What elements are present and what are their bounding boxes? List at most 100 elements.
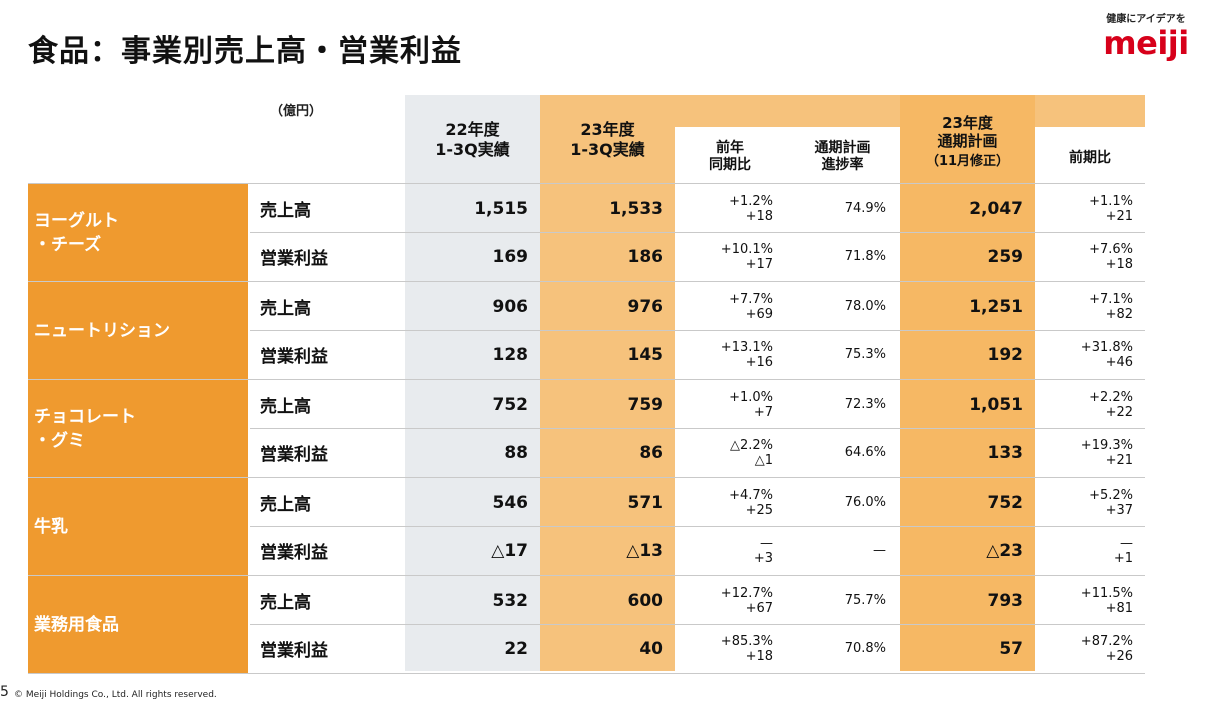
fy23-actual-value: 145 xyxy=(627,344,664,365)
header-plan-line2: 通期計画 xyxy=(937,132,998,151)
vs-prev-change: +2.2% +22 xyxy=(1035,380,1145,429)
page-number: 5 xyxy=(0,684,9,700)
table-row: 売上高 752 759 +1.0% +7 72.3% 1,051 +2.2% +22 xyxy=(250,380,1145,429)
yoy-amount: +25 xyxy=(745,502,773,518)
header-vs-prev: 前期比 xyxy=(1035,132,1145,182)
fy23-actual-value: 600 xyxy=(627,590,664,611)
fy23-plan-value: 57 xyxy=(999,638,1023,659)
table-row: 営業利益 △17 △13— +3— △23— +1 xyxy=(250,526,1145,575)
metric-label: 売上高 xyxy=(260,397,311,417)
header-yoy: 前年 同期比 xyxy=(675,132,785,182)
header-plan-line1: 23年度 xyxy=(942,113,993,132)
fy23-plan-value: 1,251 xyxy=(969,296,1023,317)
unit-label: （億円） xyxy=(270,104,323,119)
header-vs-prev-label: 前期比 xyxy=(1069,150,1111,166)
vs-prev-amount: +46 xyxy=(1105,354,1133,370)
vs-prev-amount: +81 xyxy=(1105,600,1133,616)
yoy-change: +13.1% +16 xyxy=(675,330,785,379)
fy23-actual-value: 1,533 xyxy=(609,198,663,219)
yoy-amount: △1 xyxy=(754,452,773,468)
header-plan-line3: （11月修正） xyxy=(925,154,1010,170)
fy23-plan-value: 1,051 xyxy=(969,394,1023,415)
table-row: 営業利益 88 86 △2.2% △1 64.6% 133 +19.3% +21 xyxy=(250,428,1145,477)
fy22-actual-value: 169 xyxy=(492,246,529,267)
yoy-amount: +16 xyxy=(745,354,773,370)
segment-label: チョコレート ・グミ xyxy=(28,380,248,477)
vs-prev-header-band xyxy=(1035,95,1145,127)
progress-rate: — xyxy=(873,543,886,558)
header-yoy-line1: 前年 xyxy=(716,139,744,156)
table-row: 売上高 1,515 1,533 +1.2% +18 74.9% 2,047 +1.1% +21 xyxy=(250,184,1145,233)
progress-rate: 78.0% xyxy=(844,299,886,314)
vs-prev-change: +31.8% +46 xyxy=(1035,330,1145,379)
vs-prev-amount: +21 xyxy=(1105,208,1133,224)
segment-name: ヨーグルト ・チーズ xyxy=(34,210,119,255)
table-row: 売上高 532 600 +12.7% +67 75.7% 793 +11.5% +81 xyxy=(250,576,1145,625)
header-fy23-actual: 23年度 1-3Q実績 xyxy=(540,110,675,170)
progress-rate: 72.3% xyxy=(844,397,886,412)
metric-label: 営業利益 xyxy=(260,543,328,563)
progress-rate: 71.8% xyxy=(844,249,886,264)
row-divider xyxy=(250,624,1145,625)
progress-rate: 76.0% xyxy=(844,495,886,510)
yoy-change: +1.2% +18 xyxy=(675,184,785,233)
segment-divider xyxy=(28,281,1145,282)
fy22-actual-value: 906 xyxy=(492,296,529,317)
fy23-actual-value: 86 xyxy=(639,442,663,463)
vs-prev-amount: +82 xyxy=(1105,306,1133,322)
header-fy23-plan: 23年度 通期計画 （11月修正） xyxy=(900,106,1035,178)
fy23-plan-value: 192 xyxy=(987,344,1024,365)
fy23-actual-value: 976 xyxy=(627,296,664,317)
copyright-footer: © Meiji Holdings Co., Ltd. All rights re… xyxy=(14,690,217,700)
row-divider xyxy=(250,330,1145,331)
vs-prev-percent: +7.6% xyxy=(1089,241,1133,257)
fy23-actual-value: 571 xyxy=(627,492,664,513)
metric-label: 売上高 xyxy=(260,593,311,613)
fy22-actual-value: △17 xyxy=(491,540,528,561)
brand-tagline: 健康にアイデアを xyxy=(1106,14,1186,25)
header-fy23-line2: 1-3Q実績 xyxy=(570,140,645,159)
row-divider xyxy=(250,526,1145,527)
vs-prev-percent: — xyxy=(1120,535,1133,551)
metric-label: 売上高 xyxy=(260,201,311,221)
segment-label: 牛乳 xyxy=(28,478,248,575)
table-row: 売上高 546 571 +4.7% +25 76.0% 752 +5.2% +37 xyxy=(250,478,1145,527)
yoy-percent: +1.2% xyxy=(729,193,773,209)
yoy-change: +1.0% +7 xyxy=(675,380,785,429)
vs-prev-amount: +1 xyxy=(1113,550,1133,566)
progress-rate: 75.3% xyxy=(844,347,886,362)
page-title: 食品：事業別売上高・営業利益 xyxy=(28,34,462,69)
segment-name: 牛乳 xyxy=(34,516,68,537)
yoy-amount: +69 xyxy=(745,306,773,322)
yoy-percent: +85.3% xyxy=(720,633,773,649)
vs-prev-amount: +22 xyxy=(1105,404,1133,420)
vs-prev-percent: +31.8% xyxy=(1080,339,1133,355)
metric-label: 売上高 xyxy=(260,495,311,515)
yoy-percent: +13.1% xyxy=(720,339,773,355)
segment-divider xyxy=(28,477,1145,478)
yoy-amount: +18 xyxy=(745,208,773,224)
fy22-actual-value: 752 xyxy=(492,394,529,415)
progress-rate: 64.6% xyxy=(844,445,886,460)
vs-prev-amount: +26 xyxy=(1105,648,1133,664)
fy22-actual-value: 546 xyxy=(492,492,529,513)
fy23-plan-value: 133 xyxy=(987,442,1024,463)
yoy-change: — +3 xyxy=(675,526,785,575)
table-top-border xyxy=(28,183,1145,184)
fy23-actual-value: 40 xyxy=(639,638,663,659)
fy23-plan-value: 752 xyxy=(987,492,1024,513)
header-fy22-line1: 22年度 xyxy=(445,120,500,139)
row-divider xyxy=(250,428,1145,429)
fy22-actual-value: 1,515 xyxy=(474,198,528,219)
vs-prev-change: +5.2% +37 xyxy=(1035,478,1145,527)
header-fy22-actual: 22年度 1-3Q実績 xyxy=(405,110,540,170)
yoy-change: +4.7% +25 xyxy=(675,478,785,527)
vs-prev-change: +7.1% +82 xyxy=(1035,282,1145,331)
header-progress-line1: 通期計画 xyxy=(814,139,871,156)
vs-prev-amount: +18 xyxy=(1105,256,1133,272)
fy23-plan-value: △23 xyxy=(986,540,1023,561)
header-progress: 通期計画 進捗率 xyxy=(785,132,900,182)
yoy-change: +10.1% +17 xyxy=(675,232,785,281)
fy23-actual-value: △13 xyxy=(626,540,663,561)
yoy-amount: +7 xyxy=(753,404,773,420)
